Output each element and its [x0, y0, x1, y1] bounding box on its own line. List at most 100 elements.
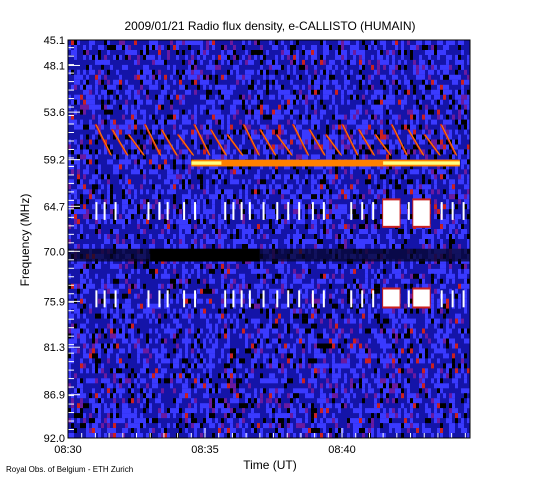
heatmap-cell	[308, 74, 311, 80]
heatmap-cell	[284, 413, 287, 419]
heatmap-cell	[392, 398, 395, 404]
heatmap-cell	[185, 129, 188, 135]
heatmap-cell	[113, 229, 116, 234]
heatmap-cell	[221, 124, 224, 130]
heatmap-cell	[371, 84, 374, 90]
heatmap-cell	[329, 298, 332, 304]
heatmap-cell	[422, 428, 425, 433]
heatmap-cell	[260, 244, 263, 249]
heatmap-cell	[416, 398, 419, 404]
heatmap-cell	[188, 433, 191, 438]
heatmap-cell	[380, 134, 383, 140]
heatmap-cell	[245, 149, 248, 155]
heatmap-cell	[281, 224, 284, 230]
heatmap-cell	[260, 278, 263, 284]
heatmap-cell	[320, 373, 323, 379]
heatmap-cell	[242, 408, 245, 414]
heatmap-cell	[107, 358, 110, 364]
heatmap-cell	[284, 184, 287, 190]
heatmap-cell	[92, 204, 95, 210]
heatmap-cell	[302, 164, 305, 170]
heatmap-cell	[248, 89, 251, 95]
heatmap-cell	[182, 84, 185, 90]
heatmap-cell	[386, 328, 389, 334]
heatmap-cell	[98, 333, 101, 339]
heatmap-cell	[269, 358, 272, 364]
heatmap-cell	[353, 114, 356, 120]
heatmap-cell	[248, 348, 251, 354]
heatmap-cell	[128, 353, 131, 359]
heatmap-cell	[227, 149, 230, 155]
heatmap-cell	[131, 184, 134, 190]
heatmap-cell	[176, 313, 179, 319]
heatmap-cell	[227, 199, 230, 205]
heatmap-cell	[134, 149, 137, 155]
heatmap-cell	[98, 124, 101, 130]
heatmap-cell	[101, 104, 104, 110]
heatmap-cell	[281, 413, 284, 419]
heatmap-cell	[419, 333, 422, 339]
heatmap-cell	[80, 328, 83, 334]
heatmap-cell	[326, 273, 329, 279]
heatmap-cell	[425, 283, 428, 289]
heatmap-cell	[86, 433, 89, 438]
heatmap-cell	[332, 134, 335, 140]
heatmap-cell	[254, 99, 257, 105]
heatmap-cell	[209, 363, 212, 369]
heatmap-cell	[251, 423, 254, 429]
heatmap-cell	[356, 283, 359, 289]
heatmap-cell	[389, 418, 392, 424]
heatmap-cell	[110, 119, 113, 125]
heatmap-cell	[344, 224, 347, 230]
heatmap-cell	[173, 283, 176, 289]
heatmap-cell	[332, 413, 335, 419]
heatmap-cell	[164, 303, 167, 309]
heatmap-cell	[206, 154, 209, 160]
heatmap-cell	[395, 423, 398, 429]
heatmap-cell	[251, 84, 254, 90]
heatmap-cell	[155, 383, 158, 389]
heatmap-cell	[140, 313, 143, 319]
heatmap-cell	[293, 89, 296, 95]
heatmap-cell	[371, 388, 374, 394]
heatmap-cell	[311, 318, 314, 324]
heatmap-cell	[299, 74, 302, 80]
heatmap-cell	[401, 209, 404, 215]
heatmap-cell	[320, 114, 323, 120]
heatmap-cell	[212, 45, 215, 50]
heatmap-cell	[188, 298, 191, 304]
heatmap-cell	[335, 50, 338, 55]
heatmap-cell	[218, 174, 221, 180]
heatmap-cell	[134, 74, 137, 80]
heatmap-cell	[227, 94, 230, 100]
heatmap-cell	[80, 403, 83, 409]
heatmap-cell	[278, 363, 281, 369]
heatmap-cell	[188, 224, 191, 230]
heatmap-cell	[260, 204, 263, 210]
heatmap-cell	[311, 94, 314, 100]
heatmap-cell	[335, 114, 338, 120]
heatmap-cell	[260, 94, 263, 100]
heatmap-cell	[389, 328, 392, 334]
heatmap-cell	[254, 268, 257, 274]
heatmap-cell	[341, 273, 344, 279]
heatmap-cell	[278, 114, 281, 120]
heatmap-cell	[125, 89, 128, 95]
heatmap-cell	[212, 174, 215, 180]
heatmap-cell	[377, 119, 380, 125]
heatmap-cell	[173, 358, 176, 364]
heatmap-cell	[302, 343, 305, 349]
heatmap-cell	[287, 358, 290, 364]
heatmap-cell	[194, 363, 197, 369]
heatmap-cell	[155, 169, 158, 175]
heatmap-cell	[80, 184, 83, 190]
heatmap-cell	[344, 74, 347, 80]
heatmap-cell	[122, 219, 125, 225]
heatmap-cell	[155, 378, 158, 384]
heatmap-cell	[389, 353, 392, 359]
heatmap-cell	[353, 383, 356, 389]
heatmap-cell	[71, 353, 74, 359]
heatmap-cell	[158, 45, 161, 50]
heatmap-cell	[200, 74, 203, 80]
heatmap-cell	[398, 59, 401, 65]
